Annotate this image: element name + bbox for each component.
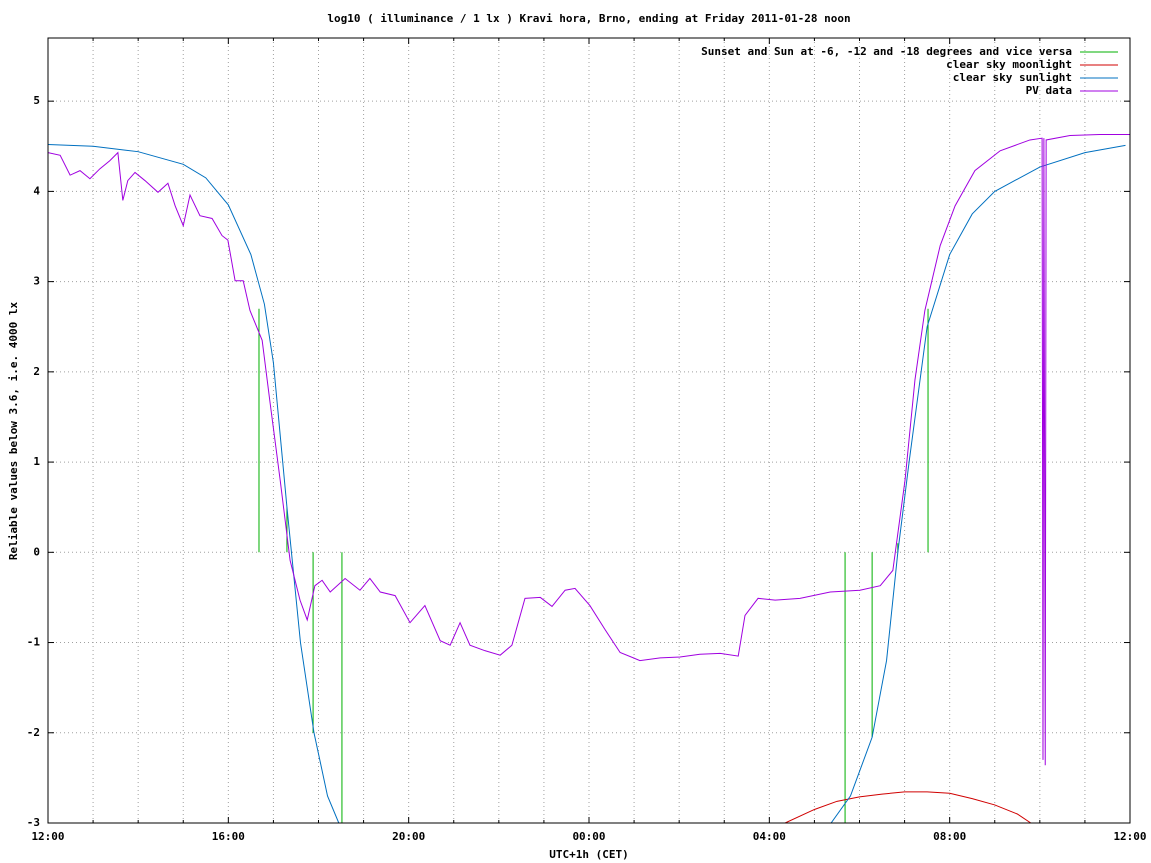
y-axis-label: Reliable values below 3.6, i.e. 4000 lx [7,301,20,560]
y-tick-label: 1 [33,455,40,468]
legend-label: clear sky sunlight [953,71,1072,84]
x-tick-label: 12:00 [31,830,64,843]
legend-label: clear sky moonlight [946,58,1072,71]
y-tick-label: -3 [27,816,40,829]
x-tick-label: 16:00 [212,830,245,843]
y-tick-label: -2 [27,726,40,739]
x-tick-label: 00:00 [572,830,605,843]
y-tick-label: 5 [33,94,40,107]
y-tick-label: 2 [33,365,40,378]
plot-frame [47,37,1131,824]
series-line [48,143,1126,823]
x-tick-label: 08:00 [933,830,966,843]
y-tick-label: -1 [27,636,41,649]
y-tick-label: 4 [33,184,40,197]
series-line [258,308,929,823]
x-tick-label: 20:00 [392,830,425,843]
x-tick-label: 12:00 [1113,830,1146,843]
y-tick-label: 0 [33,545,40,558]
y-tick-label: 3 [33,275,40,288]
series-line [48,134,1130,766]
chart-title: log10 ( illuminance / 1 lx ) Kravi hora,… [327,12,850,25]
x-axis-label: UTC+1h (CET) [549,848,628,861]
legend-label: Sunset and Sun at -6, -12 and -18 degree… [701,45,1072,58]
legend-label: PV data [1026,84,1072,97]
series-line [784,791,1032,823]
x-tick-label: 04:00 [753,830,786,843]
